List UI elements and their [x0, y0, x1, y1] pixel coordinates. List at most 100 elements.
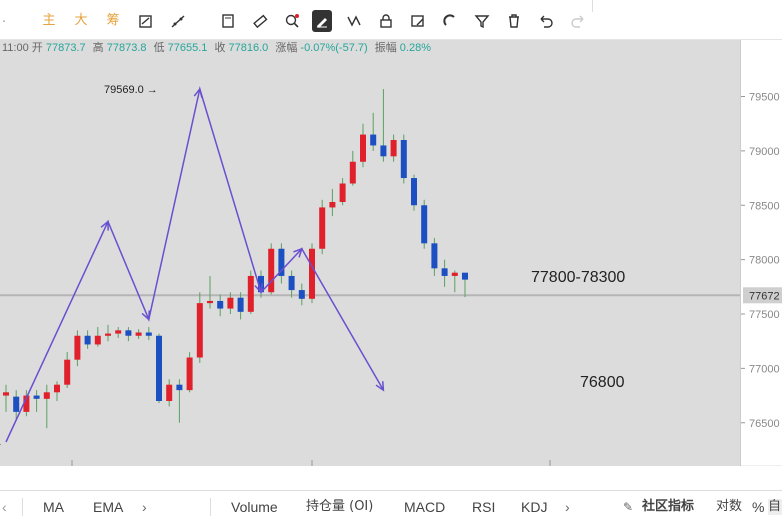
percent-scale-toggle[interactable]: % [752, 499, 765, 515]
candle-down [125, 330, 132, 336]
price-tick-label: 79000 [749, 146, 780, 158]
candle-up [43, 392, 50, 399]
candle-down [13, 396, 20, 412]
candle-down [421, 205, 428, 244]
candle-up [74, 335, 81, 360]
candle-up [196, 303, 203, 358]
toolbar-scroll-left[interactable]: ⋅ [1, 13, 7, 29]
chevron-right-icon[interactable]: › [565, 499, 570, 515]
chip-tool[interactable]: 筹 [106, 13, 120, 28]
note-icon[interactable] [218, 10, 238, 32]
candle-up [268, 248, 275, 293]
candle-down [411, 178, 417, 206]
candlestick-chart[interactable]: 9月 149月 159月 1679569.0→76323.3→77800-783… [0, 40, 740, 466]
log-scale-toggle[interactable]: 对数 [716, 499, 743, 514]
candle-up [135, 332, 142, 336]
layout-icon[interactable] [136, 10, 156, 32]
edit-icon[interactable]: ✎ [623, 500, 634, 514]
high-marker-arrow: → [147, 84, 158, 96]
open-label: 开 [31, 41, 43, 54]
price-tick-label: 77500 [749, 309, 780, 321]
ruler-icon[interactable] [168, 10, 188, 32]
open-value: 77873.7 [45, 42, 86, 54]
divider [22, 498, 23, 516]
template-icon[interactable] [408, 10, 428, 32]
candle-up [115, 330, 122, 334]
auto-scale-toggle[interactable]: 自 [768, 499, 782, 515]
toolbar-divider [592, 0, 593, 12]
candle-up [360, 134, 366, 162]
amplitude-label: 振幅 [374, 41, 397, 54]
price-tick-label: 77000 [749, 363, 780, 375]
low-label: 低 [153, 41, 165, 54]
filter-icon[interactable] [472, 10, 492, 32]
candle-up [166, 384, 173, 402]
indicator-ma[interactable]: MA [43, 499, 64, 515]
current-price-badge [743, 287, 782, 304]
candle-up [390, 140, 397, 157]
candle-up [319, 207, 326, 249]
candle-down [380, 145, 387, 157]
chart-canvas: 9月 149月 159月 1679569.0→76323.3→77800-783… [0, 84, 740, 466]
candle-up [94, 335, 101, 345]
trendline-arrowhead [254, 283, 264, 294]
candle-up [23, 395, 30, 412]
close-label: 收 [214, 41, 226, 54]
redo-icon[interactable] [568, 10, 588, 32]
candle-up [54, 384, 60, 393]
candle-down [217, 300, 224, 309]
change-value: -0.07%(-57.7) [300, 42, 368, 54]
price-axis[interactable]: 79500 79000 78500 78000 77500 77000 76500 77672… [740, 40, 782, 487]
candle-up [227, 297, 234, 309]
indicator-ema[interactable]: EMA [93, 499, 124, 515]
candle-up [329, 201, 336, 208]
candle-up [247, 275, 254, 312]
wave-trendline [5, 86, 385, 443]
indicator-macd[interactable]: MACD [404, 499, 446, 515]
trendline-arrowhead [293, 247, 303, 258]
candle-down [84, 335, 91, 345]
candle-down [145, 332, 152, 336]
high-label: 高 [92, 41, 104, 54]
measure-icon[interactable] [250, 10, 270, 32]
lock-icon[interactable] [376, 10, 396, 32]
candle-down [462, 272, 468, 280]
price-tick-label: 78000 [749, 255, 780, 267]
candle-down [298, 290, 305, 299]
candle-up [207, 300, 213, 304]
candle-down [237, 297, 244, 312]
candle-up [349, 161, 356, 184]
indicator-oi[interactable]: 持仓量 (OI) [306, 499, 374, 514]
price-tick-label: 76500 [749, 418, 780, 430]
candle-up [309, 248, 315, 299]
change-label: 涨幅 [275, 41, 298, 54]
pattern-icon[interactable] [344, 10, 364, 32]
trendline-arrowhead [100, 220, 109, 231]
candle-down [370, 134, 377, 146]
delete-icon[interactable] [504, 10, 524, 32]
candle-down [288, 275, 295, 291]
undo-icon[interactable] [536, 10, 556, 32]
trendline-arrowhead [375, 381, 385, 392]
indicator-kdj[interactable]: KDJ [521, 499, 548, 515]
zoom-in-icon[interactable] [282, 10, 302, 32]
large-tool[interactable]: 大 [74, 13, 88, 28]
chevron-right-icon[interactable]: › [142, 499, 147, 515]
indicator-volume[interactable]: Volume [231, 499, 278, 515]
candle-down [33, 395, 40, 399]
candle-down [431, 243, 438, 269]
candle-up [451, 272, 458, 276]
indicator-rsi[interactable]: RSI [472, 499, 496, 515]
main-chart-tool[interactable]: 主 [42, 13, 56, 28]
price-axis-canvas: 79500 79000 78500 78000 77500 77000 76500 77672… [741, 92, 782, 487]
community-indicators-button[interactable]: 社区指标 [642, 499, 695, 514]
ohlc-time: 11:00 [2, 42, 29, 54]
price-tick-label: 79500 [749, 92, 780, 104]
divider [210, 498, 211, 516]
high-value: 77873.8 [106, 42, 147, 54]
chevron-left-icon[interactable]: ‹ [2, 499, 7, 515]
candle-down [258, 275, 264, 293]
magnet-icon[interactable] [440, 10, 460, 32]
pen-icon[interactable] [312, 10, 332, 32]
ohlc-info-bar: 11:00 开 77873.7 高 77873.8 低 77655.1 收 77… [0, 40, 740, 56]
